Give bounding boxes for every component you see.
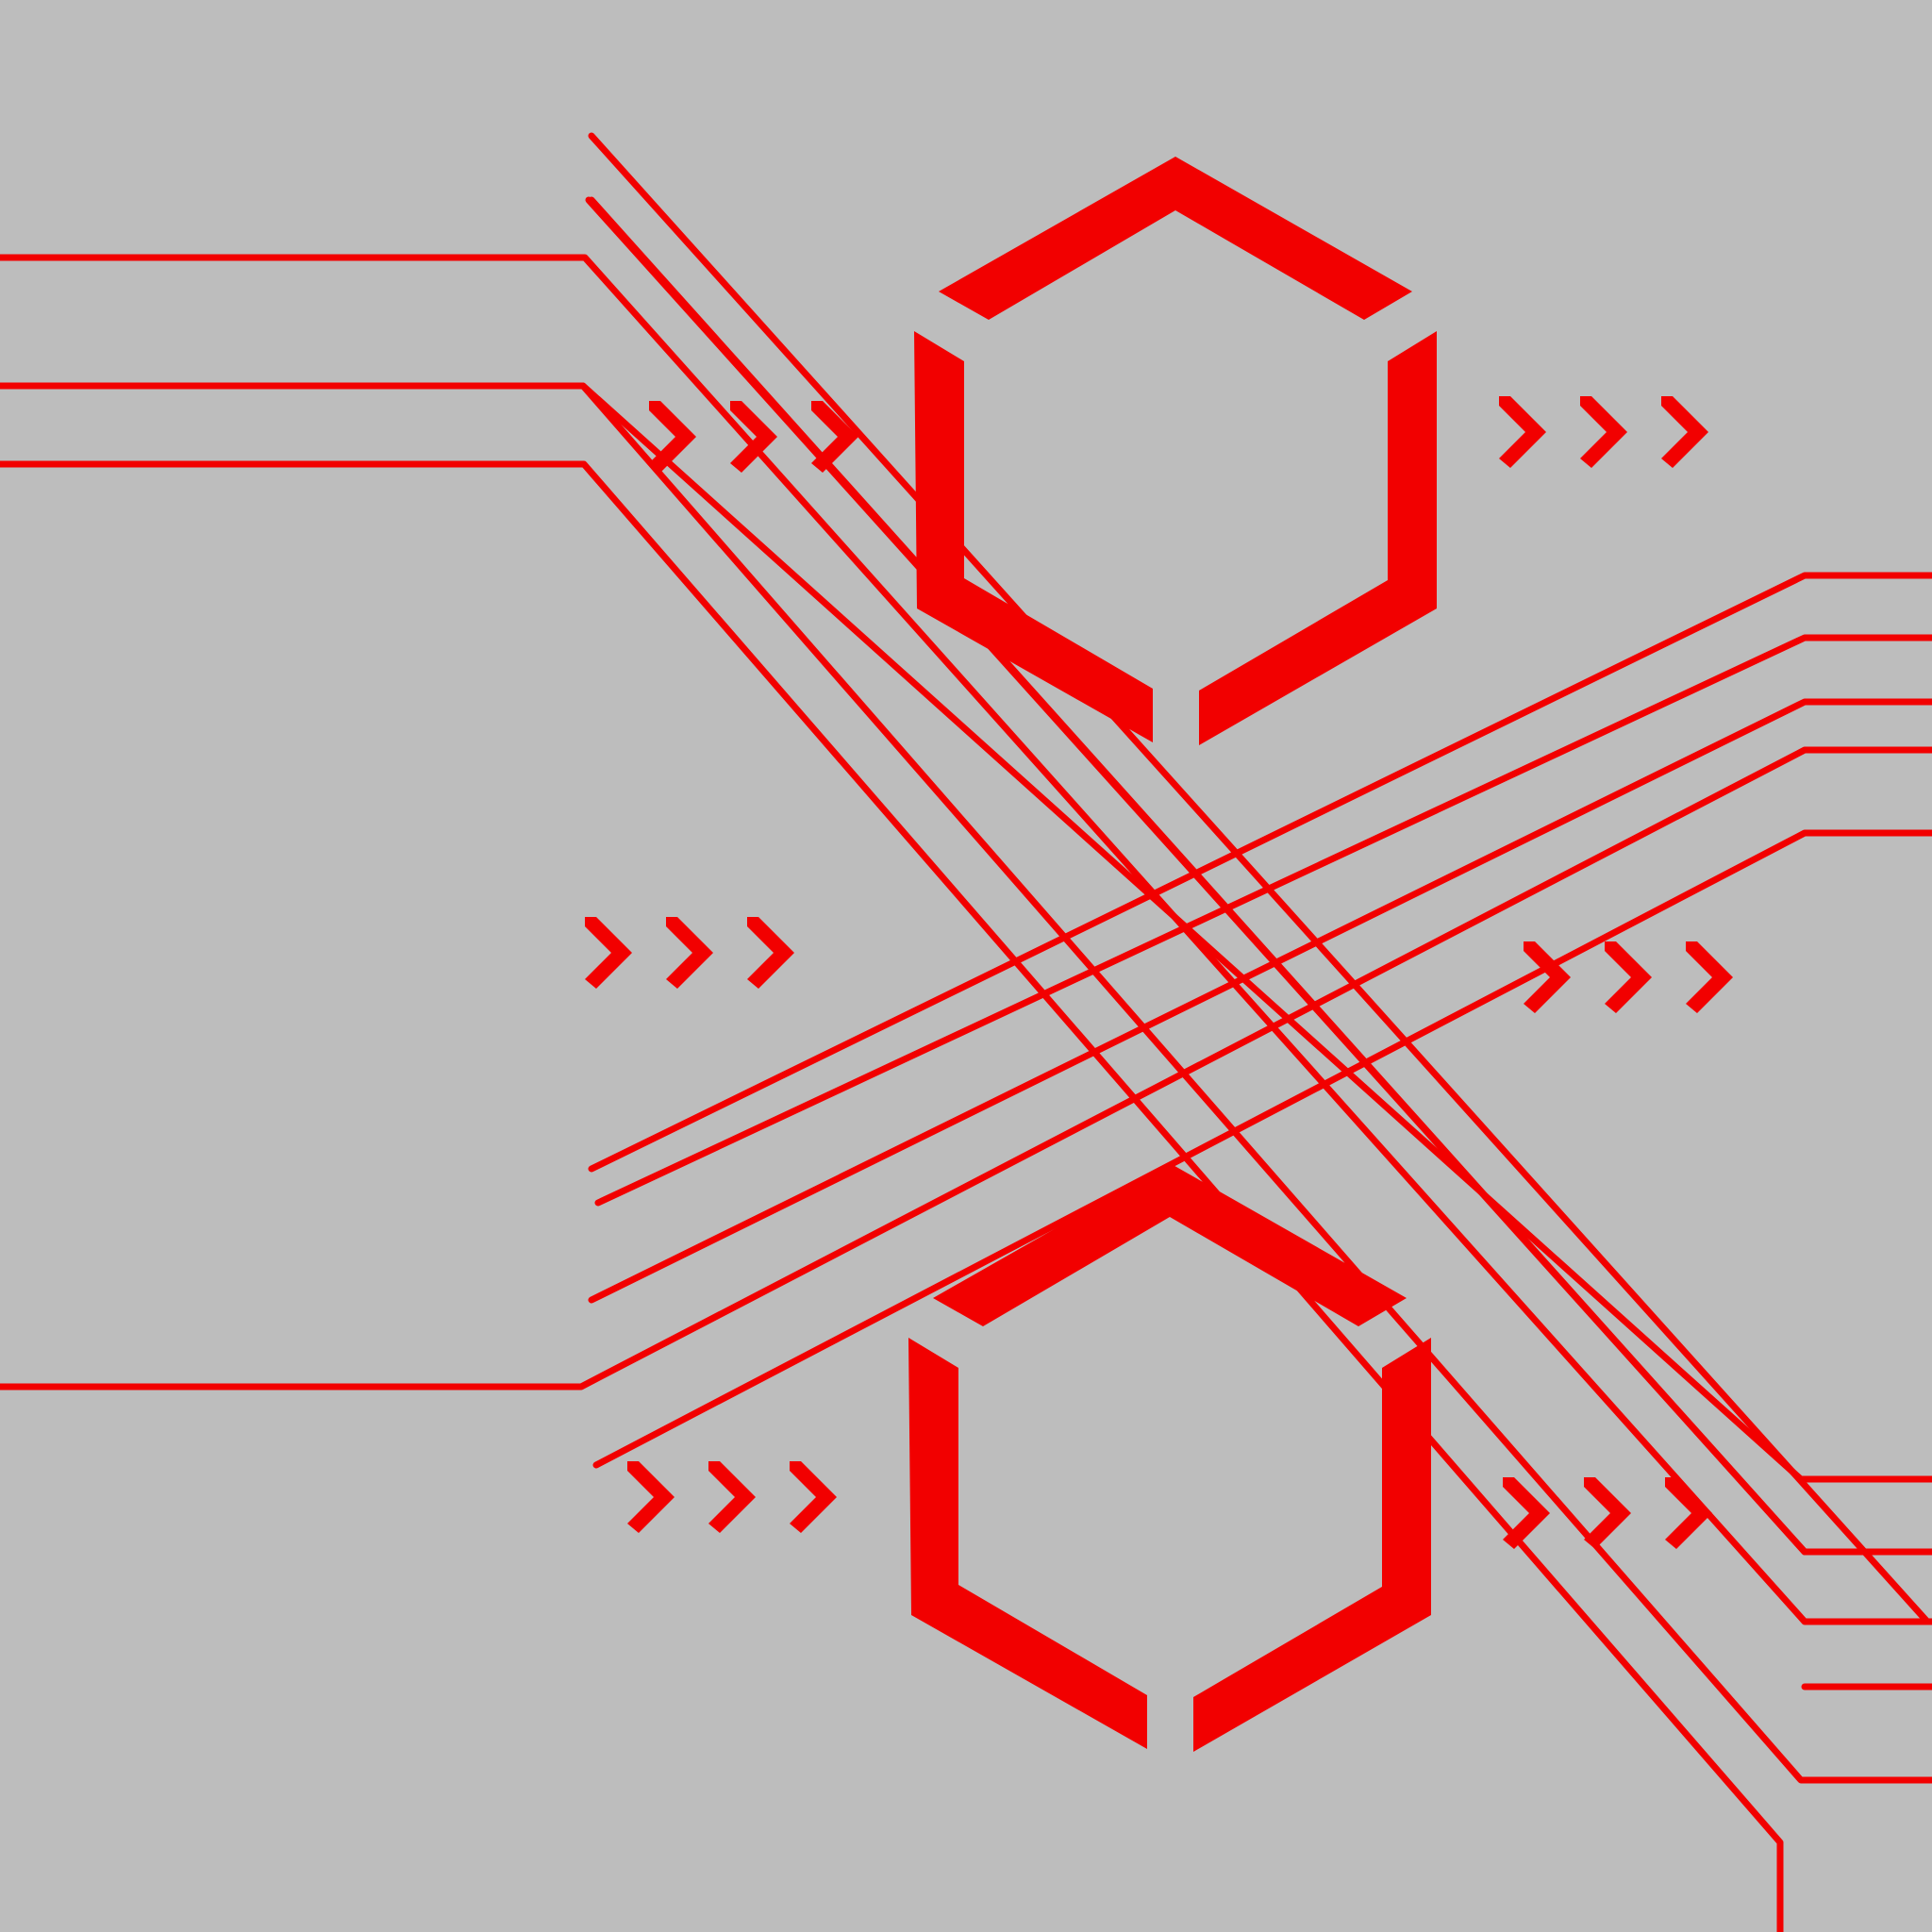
trace bbox=[588, 572, 1932, 1173]
chevron-right-icon bbox=[747, 917, 794, 989]
chevron-right-icon bbox=[1503, 1477, 1550, 1549]
trace bbox=[588, 132, 1931, 1625]
trace bbox=[0, 254, 1932, 1625]
chevron-right-icon bbox=[1524, 941, 1571, 1013]
chevron-right-icon bbox=[627, 1461, 675, 1533]
chevron-triplet bbox=[1524, 941, 1733, 1013]
chevron-right-icon bbox=[585, 917, 632, 989]
chevron-right-icon bbox=[790, 1461, 837, 1533]
trace bbox=[579, 382, 1932, 1784]
chevron-triplet bbox=[649, 401, 858, 473]
chevron-right-icon bbox=[1665, 1477, 1712, 1549]
hexagon-segment bbox=[939, 157, 1412, 320]
chevron-right-icon bbox=[1661, 396, 1708, 468]
chevron-right-icon bbox=[1580, 396, 1627, 468]
hexagon-segment bbox=[914, 331, 1153, 742]
chevron-right-icon bbox=[1605, 941, 1652, 1013]
chevron-right-icon bbox=[666, 917, 713, 989]
chevron-triplet bbox=[1503, 1477, 1712, 1549]
chevron-right-icon bbox=[811, 401, 858, 473]
bundle-right bbox=[0, 572, 1932, 1469]
hexagon-segment bbox=[1193, 1338, 1431, 1752]
trace bbox=[0, 746, 1932, 1391]
chevron-groups bbox=[585, 396, 1733, 1549]
hexagon-segment bbox=[1199, 331, 1437, 745]
chevron-triplet bbox=[585, 917, 794, 989]
chevron-right-icon bbox=[1499, 396, 1546, 468]
hexagon-segment bbox=[908, 1338, 1147, 1749]
hexagon-bottom bbox=[908, 1163, 1431, 1752]
chevron-right-icon bbox=[1584, 1477, 1631, 1549]
trace bbox=[588, 698, 1932, 1304]
chevron-right-icon bbox=[708, 1461, 756, 1533]
chevron-right-icon bbox=[649, 401, 696, 473]
trace bbox=[594, 634, 1932, 1207]
chevron-triplet bbox=[627, 1461, 837, 1533]
hexagon-top bbox=[914, 157, 1437, 745]
trace bbox=[592, 829, 1932, 1469]
hexagon-segment bbox=[933, 1163, 1407, 1326]
chevron-right-icon bbox=[730, 401, 777, 473]
trace bbox=[0, 460, 1784, 1932]
chevron-right-icon bbox=[1686, 941, 1733, 1013]
trace bbox=[0, 382, 1932, 1483]
chevron-triplet bbox=[1499, 396, 1708, 468]
